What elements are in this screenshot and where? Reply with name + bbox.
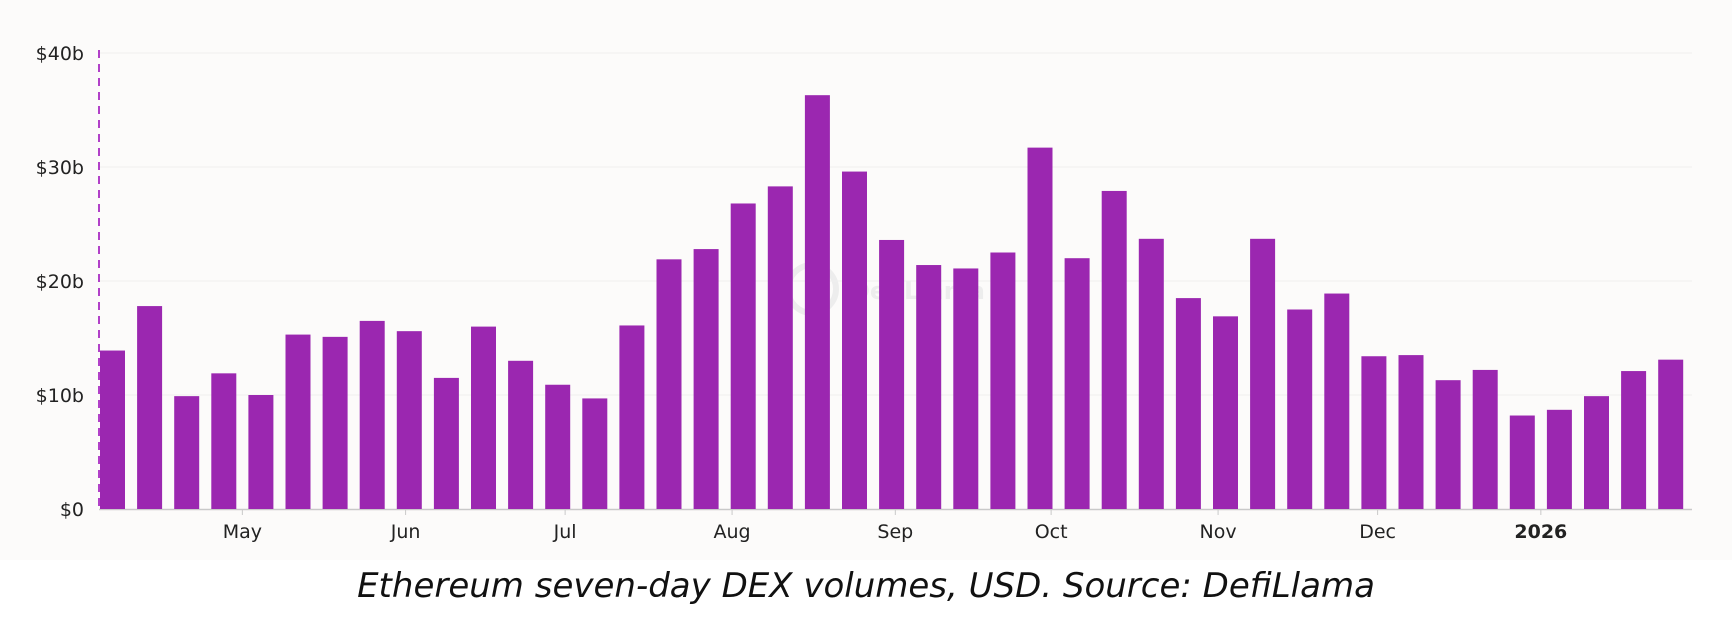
- chart-caption: Ethereum seven-day DEX volumes, USD. Sou…: [357, 566, 1375, 606]
- y-tick-label: $40b: [36, 43, 84, 65]
- bar: [433, 377, 459, 509]
- bar: [656, 259, 682, 509]
- y-axis-ticks: $0 $10b $20b $30b $40b: [36, 43, 84, 521]
- bar: [285, 334, 311, 509]
- bar: [879, 239, 905, 509]
- bar: [100, 350, 125, 509]
- bar: [1584, 396, 1609, 509]
- bar: [137, 306, 163, 509]
- x-tick-label: Oct: [1035, 521, 1068, 543]
- bar: [842, 171, 867, 509]
- bar: [619, 325, 645, 509]
- bar: [248, 395, 274, 509]
- bar: [1287, 309, 1313, 509]
- x-tick-label: Dec: [1359, 521, 1396, 543]
- bar: [693, 249, 719, 509]
- bar: [1361, 356, 1387, 509]
- bar: [359, 320, 385, 509]
- x-tick-label: May: [223, 521, 262, 543]
- bar: [1101, 190, 1127, 509]
- bar: [1027, 147, 1053, 509]
- bar: [767, 186, 793, 509]
- bar: [1509, 415, 1535, 509]
- bar: [1064, 258, 1090, 509]
- chart-area: DefiLlama $0$10b$20b$30b$40b MayJunJulAu…: [35, 43, 1692, 543]
- bar: [804, 95, 830, 510]
- y-tick-label: $20b: [36, 271, 84, 293]
- bar: [1658, 359, 1684, 509]
- y-tick-label: $30b: [36, 157, 84, 179]
- bar: [916, 265, 942, 509]
- y-tick-label: $10b: [36, 385, 84, 407]
- x-tick-label: Sep: [877, 521, 913, 543]
- bar: [322, 336, 348, 509]
- bar: [1138, 238, 1164, 509]
- bar: [211, 373, 237, 509]
- y-tick-label: $0: [60, 499, 84, 521]
- bars: [100, 95, 1684, 510]
- bar: [582, 398, 608, 509]
- bar: [730, 203, 756, 510]
- bar: [1213, 316, 1238, 509]
- x-tick-label: Nov: [1200, 521, 1237, 543]
- bar: [396, 331, 422, 509]
- bar: [1250, 238, 1276, 509]
- x-tick-label: Aug: [714, 521, 751, 543]
- bar-chart: DefiLlama $0$10b$20b$30b$40b MayJunJulAu…: [36, 43, 1692, 543]
- x-tick-label: Jul: [553, 521, 577, 543]
- bar: [1472, 369, 1498, 509]
- bar: [990, 252, 1016, 509]
- x-tick-label: 2026: [1514, 521, 1567, 543]
- bar: [1398, 355, 1424, 509]
- bar: [1324, 293, 1350, 509]
- x-tick-label: Jun: [390, 521, 421, 543]
- bar: [545, 384, 571, 509]
- bar: [1621, 371, 1647, 509]
- bar: [1435, 380, 1461, 509]
- bar: [174, 396, 200, 509]
- bar: [1546, 409, 1572, 509]
- bar: [471, 326, 496, 509]
- bar: [953, 268, 979, 509]
- bar: [508, 360, 534, 509]
- bar: [1175, 298, 1201, 509]
- x-axis-ticks: May Jun Jul Aug Sep Oct Nov Dec 2026: [223, 509, 1567, 543]
